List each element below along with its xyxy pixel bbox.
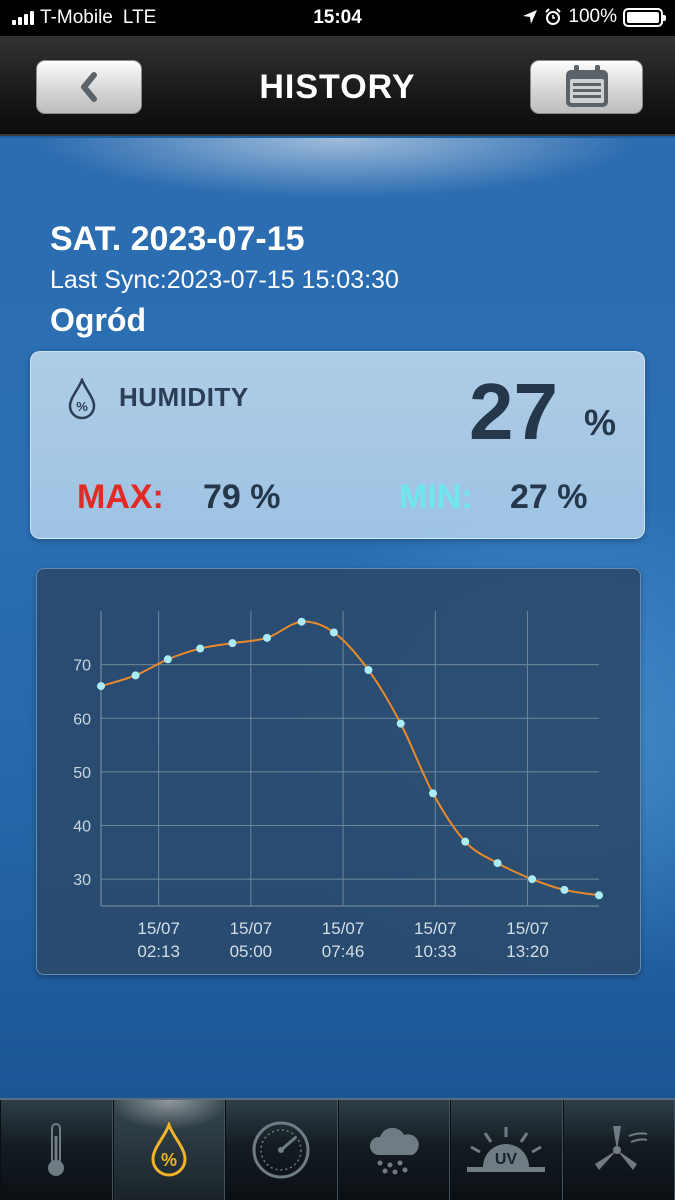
tab-rain[interactable]	[337, 1100, 450, 1200]
alarm-clock-icon	[545, 8, 562, 25]
x-tick-date: 15/07	[137, 919, 180, 938]
max-value: 79 %	[203, 478, 281, 516]
tab-uv[interactable]: UV	[450, 1100, 563, 1200]
main-content: SAT. 2023-07-15 Last Sync:2023-07-15 15:…	[0, 138, 675, 1098]
min-value: 27 %	[510, 478, 588, 516]
data-point	[297, 617, 306, 626]
y-tick-label: 40	[73, 819, 91, 836]
wind-turbine-icon	[594, 1126, 648, 1170]
status-time: 15:04	[313, 7, 362, 28]
page-title: HISTORY	[259, 68, 416, 106]
humidity-drop-icon: %	[151, 1122, 187, 1177]
x-tick-date: 15/07	[322, 919, 365, 938]
data-point	[263, 633, 271, 642]
humidity-unit: %	[583, 402, 616, 443]
data-point	[396, 719, 405, 728]
rain-cloud-icon	[369, 1127, 419, 1175]
carrier-name: T-Mobile	[40, 7, 113, 28]
svg-text:%: %	[161, 1150, 177, 1170]
data-point	[163, 655, 172, 664]
data-point	[429, 789, 437, 798]
y-tick-label: 30	[73, 872, 91, 889]
data-point	[493, 859, 502, 868]
signal-strength-icon	[12, 11, 34, 25]
data-point	[97, 682, 105, 691]
calendar-icon	[565, 65, 608, 107]
back-button[interactable]	[36, 60, 142, 114]
tab-humidity[interactable]: %	[112, 1100, 225, 1200]
battery-icon	[623, 7, 666, 27]
uv-sun-icon: UV	[467, 1127, 546, 1172]
data-point	[461, 837, 470, 846]
last-sync: Last Sync:2023-07-15 15:03:30	[50, 266, 399, 294]
data-point	[560, 885, 569, 894]
data-point	[364, 666, 373, 674]
location-arrow-icon	[523, 10, 538, 24]
humidity-history-chart[interactable]: 30 40 50 60 70 15/07 02:13 15/07 05:00 15/07 07:46…	[36, 568, 641, 975]
humidity-value: 27	[469, 367, 558, 456]
location-name: Ogród	[50, 302, 146, 338]
battery-percent: 100%	[568, 6, 617, 27]
data-point	[131, 671, 140, 680]
status-left: T-Mobile LTE	[12, 7, 156, 29]
humidity-label: HUMIDITY	[119, 382, 249, 412]
y-tick-label: 60	[73, 711, 91, 728]
chevron-left-icon	[81, 72, 97, 102]
chart-svg: 30 40 50 60 70 15/07 02:13 15/07 05:00 15/07 07:46…	[73, 611, 603, 961]
humidity-drop-icon: %	[68, 378, 96, 420]
tab-bar: % UV	[0, 1098, 675, 1200]
status-right: 100%	[522, 6, 666, 28]
network-type: LTE	[122, 7, 157, 28]
tab-temperature[interactable]	[0, 1100, 113, 1200]
max-label: MAX:	[77, 478, 164, 516]
svg-text:%: %	[76, 399, 88, 414]
thermometer-icon	[48, 1123, 65, 1176]
min-label: MIN:	[399, 478, 473, 516]
humidity-series-line	[100, 620, 600, 897]
barometer-gauge-icon	[252, 1121, 310, 1179]
svg-text:UV: UV	[495, 1151, 518, 1168]
status-bar: T-Mobile LTE 15:04 100%	[0, 0, 675, 36]
x-tick-time: 07:46	[322, 942, 365, 961]
data-point	[228, 639, 237, 648]
humidity-card: % HUMIDITY 27 % MAX: 79 % MIN: 27 %	[30, 351, 645, 539]
x-tick-time: 10:33	[414, 942, 457, 961]
x-tick-time: 05:00	[230, 942, 273, 961]
y-tick-label: 50	[73, 765, 91, 782]
x-tick-date: 15/07	[414, 919, 457, 938]
data-point	[196, 644, 205, 653]
data-point	[528, 875, 537, 884]
x-tick-time: 13:20	[506, 942, 549, 961]
x-tick-time: 02:13	[137, 942, 180, 961]
x-tick-date: 15/07	[230, 919, 273, 938]
nav-bar: HISTORY	[0, 36, 675, 136]
history-date: SAT. 2023-07-15	[50, 220, 305, 258]
tab-barometer[interactable]	[225, 1100, 338, 1200]
x-tick-date: 15/07	[506, 919, 549, 938]
tab-wind[interactable]	[562, 1100, 675, 1200]
data-point	[329, 628, 338, 637]
data-point	[595, 891, 603, 900]
y-tick-label: 70	[73, 658, 91, 675]
calendar-button[interactable]	[530, 60, 643, 114]
